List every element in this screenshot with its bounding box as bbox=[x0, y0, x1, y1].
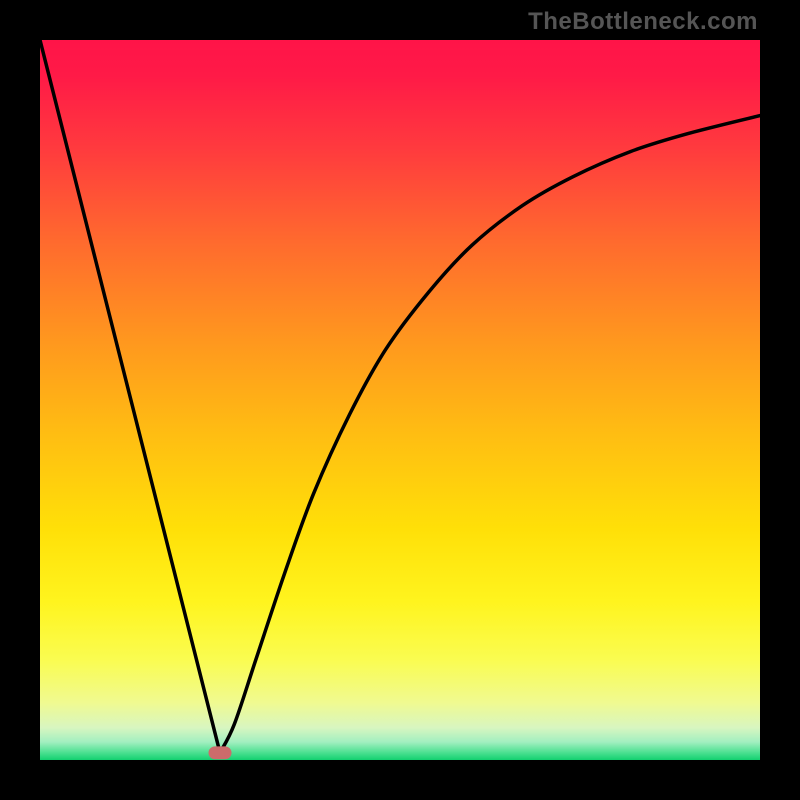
chart-frame: TheBottleneck.com bbox=[0, 0, 800, 800]
watermark-text: TheBottleneck.com bbox=[528, 8, 758, 36]
plot-area bbox=[40, 40, 760, 760]
chart-svg bbox=[40, 40, 760, 760]
gradient-background bbox=[40, 40, 760, 760]
minimum-marker bbox=[208, 746, 231, 759]
